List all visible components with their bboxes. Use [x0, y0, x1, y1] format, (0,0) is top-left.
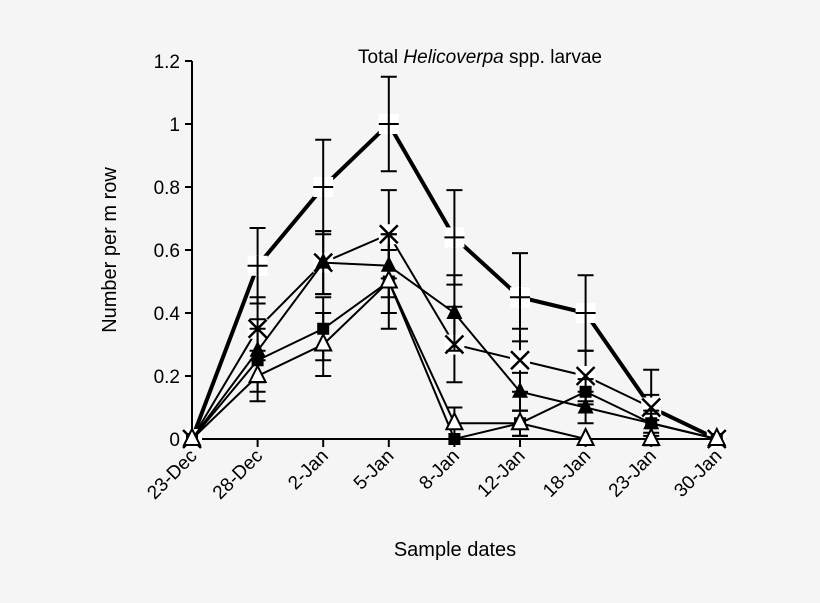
data-point-triangle-open	[313, 332, 333, 352]
data-point-triangle-filled	[446, 303, 463, 319]
plus-marker	[247, 255, 268, 276]
series-group	[182, 75, 727, 449]
x-tick-label: 23-Jan	[605, 446, 661, 502]
y-tick-label: 1.2	[154, 52, 180, 73]
x-tick-label: 8-Jan	[415, 446, 463, 494]
x-tick-label: 18-Jan	[539, 446, 595, 502]
plus-marker	[313, 177, 334, 197]
data-point-square	[579, 385, 592, 398]
data-point-triangle-open	[707, 426, 727, 446]
cross-marker	[510, 350, 530, 371]
data-point-triangle-filled	[577, 397, 594, 414]
x-tick-label: 30-Jan	[670, 446, 726, 502]
y-tick-label: 0.4	[154, 304, 181, 325]
data-point-triangle-open	[247, 363, 268, 383]
series-plus	[182, 75, 727, 449]
data-point-triangle-open	[182, 426, 202, 446]
data-point-square	[645, 417, 658, 430]
y-tick-label: 0.8	[154, 178, 180, 199]
y-tick-label: 0	[169, 430, 180, 451]
x-axis-label: Sample dates	[394, 539, 516, 561]
data-point-triangle-open	[510, 411, 530, 431]
plus-marker	[575, 303, 596, 323]
data-point-triangle-filled	[315, 252, 332, 269]
y-tick-label: 1	[169, 115, 180, 136]
data-point-triangle-filled	[512, 381, 528, 398]
plus-marker	[378, 114, 399, 134]
chart-title: Total Helicoverpa spp. larvae	[358, 47, 602, 68]
cross-marker	[575, 366, 596, 386]
x-tick-label: 12-Jan	[474, 446, 530, 502]
x-tick-label: 2-Jan	[284, 446, 332, 494]
series-triangle-open	[182, 233, 727, 446]
y-tick-label: 0.6	[154, 241, 180, 262]
axes: 0 0.2 0.4 0.6 0.8 1 1.2 23-Dec 28-Dec 2-Jan 5-Jan 8…	[143, 52, 726, 504]
x-tick-label: 5-Jan	[350, 446, 398, 494]
data-point-triangle-open	[575, 426, 596, 446]
x-tick-label: 23-Dec	[143, 446, 201, 504]
data-point-triangle-open	[641, 426, 661, 446]
y-tick-label: 0.2	[154, 367, 180, 388]
data-point-triangle-open	[444, 411, 465, 431]
plus-marker	[510, 287, 530, 308]
y-axis-label: Number per m row	[99, 167, 121, 333]
data-point-triangle-open	[379, 269, 399, 289]
x-tick-label: 28-Dec	[209, 446, 267, 504]
plus-marker	[444, 227, 465, 248]
